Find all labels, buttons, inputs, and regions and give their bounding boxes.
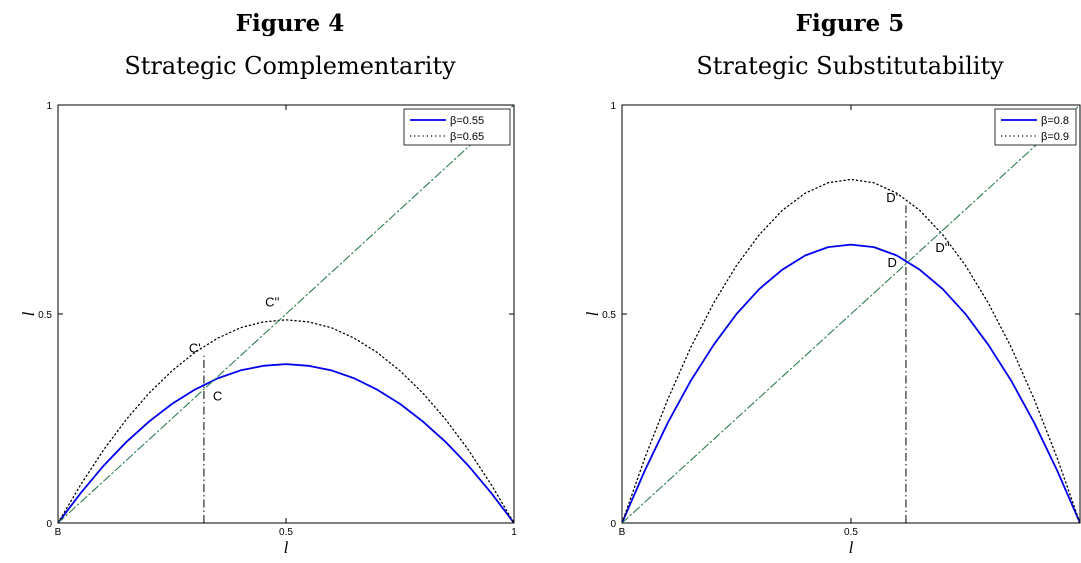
chart-panel-5: Figure 5 Strategic Substitutability B 0.5 0 0… bbox=[583, 10, 1081, 557]
legend-box bbox=[403, 108, 511, 146]
y-axis-label: l bbox=[583, 311, 602, 316]
figure-title: Figure 4 bbox=[236, 10, 345, 37]
point-annotation: D'' bbox=[935, 240, 949, 255]
y-tick-label: 0 bbox=[46, 519, 52, 530]
y-tick-label: 1 bbox=[46, 101, 52, 112]
plot-area bbox=[622, 105, 1080, 523]
diagonal-45-line bbox=[622, 105, 1080, 523]
diagonal-45-line bbox=[58, 105, 514, 523]
legend-label: β=0.9 bbox=[1041, 131, 1069, 143]
y-tick-label: 0.5 bbox=[602, 310, 616, 321]
x-tick-label: B bbox=[55, 527, 62, 538]
series-line-solid bbox=[58, 363, 514, 523]
point-annotation: C' bbox=[189, 340, 201, 355]
x-tick-label: 0.5 bbox=[279, 527, 293, 538]
legend-label: β=0.55 bbox=[450, 115, 484, 127]
x-tick-label: B bbox=[619, 527, 626, 538]
series-line-dotted bbox=[622, 178, 1080, 523]
chart-panel-4: Figure 4 Strategic Complementarity B 0.5 1 0 0… bbox=[19, 10, 517, 557]
figure-title: Figure 5 bbox=[796, 10, 905, 37]
series-line-dotted bbox=[58, 319, 514, 523]
series-line-solid bbox=[622, 243, 1080, 523]
y-tick-label: 1 bbox=[610, 101, 616, 112]
x-tick-label: 1 bbox=[511, 527, 517, 538]
legend-box bbox=[994, 108, 1077, 146]
x-tick-label: 0.5 bbox=[844, 527, 858, 538]
point-annotation: C bbox=[213, 389, 222, 404]
legend-label: β=0.8 bbox=[1041, 115, 1069, 127]
x-axis-label: l bbox=[284, 538, 289, 557]
x-axis-label: l bbox=[849, 538, 854, 557]
y-tick-label: 0 bbox=[610, 519, 616, 530]
point-annotation: D bbox=[888, 255, 897, 270]
point-annotation: D' bbox=[886, 190, 898, 205]
figure-subtitle: Strategic Complementarity bbox=[124, 52, 456, 80]
legend-label: β=0.65 bbox=[450, 131, 484, 143]
legend: β=0.55 β=0.65 bbox=[403, 108, 511, 146]
point-annotation: C'' bbox=[265, 294, 279, 309]
plot-area bbox=[58, 105, 514, 523]
legend: β=0.8 β=0.9 bbox=[994, 108, 1077, 146]
figure-subtitle: Strategic Substitutability bbox=[696, 52, 1004, 80]
y-axis-label: l bbox=[19, 311, 38, 316]
y-tick-label: 0.5 bbox=[38, 310, 52, 321]
